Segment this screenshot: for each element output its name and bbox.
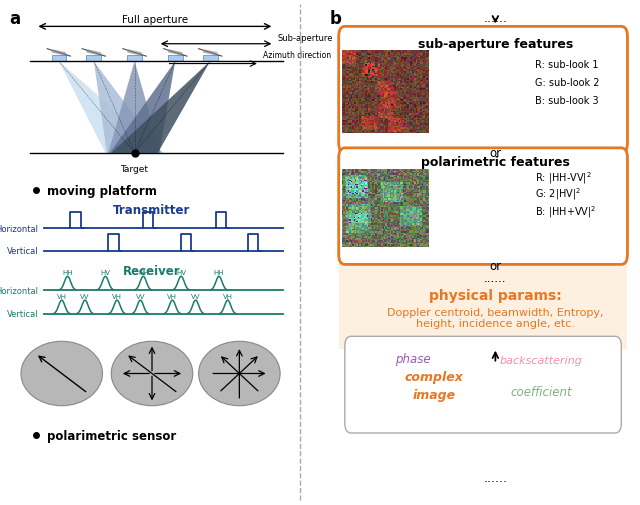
Text: Receiver: Receiver <box>123 265 181 278</box>
FancyBboxPatch shape <box>127 56 142 62</box>
Text: HH: HH <box>62 270 73 276</box>
FancyBboxPatch shape <box>339 27 627 154</box>
Ellipse shape <box>198 341 280 406</box>
Text: Doppler centroid, beamwidth, Entropy,
height, incidence angle, etc.: Doppler centroid, beamwidth, Entropy, he… <box>387 307 604 329</box>
Text: sub-aperture features: sub-aperture features <box>418 38 573 51</box>
Text: Vertical: Vertical <box>7 310 38 319</box>
Text: G: sub-look 2: G: sub-look 2 <box>535 78 600 88</box>
Text: HH: HH <box>214 270 224 276</box>
Text: b: b <box>330 10 341 28</box>
Polygon shape <box>110 62 175 154</box>
Text: complex: complex <box>404 371 463 384</box>
Text: moving platform: moving platform <box>47 184 157 197</box>
Text: VH: VH <box>223 293 233 299</box>
Text: Transmitter: Transmitter <box>113 204 191 217</box>
Text: VH: VH <box>168 293 177 299</box>
Text: backscattering: backscattering <box>500 356 583 366</box>
FancyBboxPatch shape <box>345 337 621 433</box>
Text: ......: ...... <box>484 272 507 285</box>
FancyBboxPatch shape <box>52 56 66 62</box>
Text: HV: HV <box>176 270 186 276</box>
Text: VH: VH <box>57 293 67 299</box>
FancyBboxPatch shape <box>339 148 627 265</box>
Text: ......: ...... <box>483 13 508 25</box>
Text: polarimetric sensor: polarimetric sensor <box>47 429 177 442</box>
Text: coefficient: coefficient <box>511 386 572 398</box>
Text: Full aperture: Full aperture <box>122 15 188 25</box>
Text: ......: ...... <box>483 471 508 484</box>
Text: B: sub-look 3: B: sub-look 3 <box>535 96 599 106</box>
Text: B: |HH+VV|$^2$: B: |HH+VV|$^2$ <box>535 204 596 219</box>
Text: VV: VV <box>80 293 90 299</box>
FancyBboxPatch shape <box>203 56 218 62</box>
FancyBboxPatch shape <box>168 56 182 62</box>
Text: Horizontal: Horizontal <box>0 286 38 295</box>
Text: VH: VH <box>112 293 122 299</box>
Text: Vertical: Vertical <box>7 246 38 256</box>
Text: HV: HV <box>100 270 111 276</box>
Text: R: |HH-VV|$^2$: R: |HH-VV|$^2$ <box>535 169 592 185</box>
Ellipse shape <box>111 341 193 406</box>
Text: HH: HH <box>138 270 148 276</box>
Ellipse shape <box>21 341 102 406</box>
Text: Target: Target <box>120 165 148 173</box>
Text: physical params:: physical params: <box>429 288 562 302</box>
Text: VV: VV <box>136 293 145 299</box>
Text: a: a <box>10 10 20 28</box>
Text: polarimetric features: polarimetric features <box>421 156 570 169</box>
Polygon shape <box>111 62 211 154</box>
Text: R: sub-look 1: R: sub-look 1 <box>535 60 599 69</box>
FancyBboxPatch shape <box>86 56 101 62</box>
Text: phase: phase <box>395 352 430 366</box>
Text: or: or <box>490 147 501 160</box>
Text: G: 2|HV|$^2$: G: 2|HV|$^2$ <box>535 186 582 202</box>
Polygon shape <box>94 62 162 154</box>
Text: Azimuth direction: Azimuth direction <box>262 50 331 60</box>
Text: or: or <box>490 260 501 273</box>
FancyBboxPatch shape <box>339 30 627 349</box>
Text: Horizontal: Horizontal <box>0 224 38 233</box>
Text: Sub-aperture: Sub-aperture <box>277 34 333 43</box>
Text: image: image <box>412 388 456 401</box>
Polygon shape <box>108 62 161 154</box>
Polygon shape <box>59 62 164 154</box>
Text: VV: VV <box>191 293 200 299</box>
